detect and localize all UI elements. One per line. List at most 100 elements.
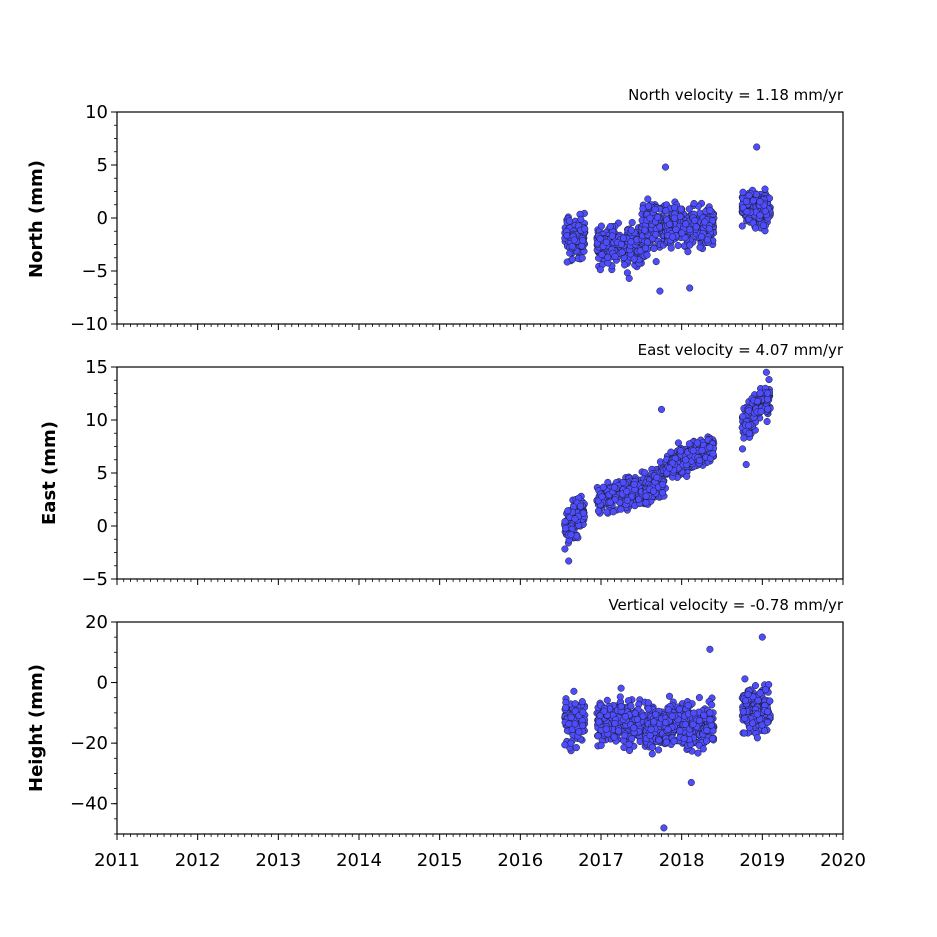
north-title: North velocity = 1.18 mm/yr	[628, 86, 844, 104]
east-data-point	[565, 557, 573, 565]
east-data-point	[603, 508, 611, 516]
height-data-point	[625, 746, 634, 755]
east-data-point	[698, 446, 706, 455]
north-data-point	[753, 143, 761, 151]
north-data-point	[654, 213, 662, 221]
height-data-point	[644, 705, 653, 713]
north-data-point	[581, 225, 589, 233]
east-data-point	[659, 480, 667, 488]
north-data-point	[644, 195, 652, 203]
north-data-point	[652, 258, 660, 266]
north-panel: North velocity = 1.18 mm/yr North (mm) −…	[26, 86, 844, 335]
height-data-point	[706, 709, 714, 717]
north-ytick-label: −10	[70, 314, 108, 335]
height-ytick-label: 0	[97, 673, 108, 694]
height-data-point	[647, 725, 655, 733]
height-data-point	[630, 724, 638, 732]
height-data-point	[703, 737, 711, 745]
north-data-point	[651, 205, 659, 214]
north-data-point	[642, 244, 650, 252]
height-data-point	[668, 712, 676, 720]
east-panel: East velocity = 4.07 mm/yr East (mm) −5 0…	[39, 341, 844, 590]
east-data-point	[571, 515, 579, 523]
north-ytick-label: 0	[97, 208, 108, 229]
east-data-point	[683, 472, 691, 480]
north-data-point	[643, 251, 651, 259]
height-data-point	[610, 733, 618, 741]
north-data-point	[696, 243, 704, 251]
east-ytick-label: −5	[81, 569, 108, 590]
north-data-point	[701, 218, 709, 226]
height-data-point	[662, 738, 670, 746]
height-data-point	[764, 708, 772, 716]
xtick-label: 2017	[578, 850, 624, 871]
north-data-point	[618, 248, 626, 256]
north-data-point	[598, 250, 606, 259]
east-data-point	[757, 407, 765, 416]
north-data-point	[665, 220, 673, 228]
height-data-point	[567, 713, 575, 721]
xtick-label: 2014	[336, 850, 382, 871]
north-data-point	[667, 244, 675, 252]
north-axes-frame	[116, 111, 844, 325]
height-data-point	[571, 720, 579, 728]
north-ytick-label: 10	[85, 102, 108, 123]
east-data-point	[642, 499, 650, 507]
north-data-point	[761, 207, 769, 215]
north-data-point	[686, 226, 694, 234]
height-data-point	[567, 739, 575, 747]
height-data-point	[575, 728, 583, 736]
height-data-point	[617, 684, 625, 692]
height-data-point	[739, 708, 747, 716]
north-data-point	[682, 220, 690, 228]
north-data-point	[597, 222, 605, 230]
north-data-point	[691, 216, 699, 225]
height-data-point	[695, 717, 703, 725]
north-data-point	[621, 261, 629, 269]
height-data-point	[614, 727, 623, 735]
north-data-point	[743, 208, 751, 216]
east-data-point	[765, 376, 773, 384]
north-data-point	[685, 205, 693, 213]
east-xticks	[116, 579, 844, 585]
height-data-point	[600, 707, 608, 715]
height-points	[561, 633, 774, 832]
east-data-point	[606, 498, 614, 506]
east-data-point	[653, 473, 661, 482]
height-data-point	[689, 720, 697, 728]
height-data-point	[644, 699, 652, 707]
north-data-point	[619, 234, 628, 242]
height-data-point	[695, 694, 703, 702]
east-ytick-label: 0	[97, 516, 108, 537]
north-data-point	[578, 254, 586, 262]
east-data-point	[635, 495, 643, 503]
height-data-point	[664, 725, 672, 734]
height-data-point	[648, 750, 656, 758]
north-data-point	[579, 236, 587, 244]
height-axes-frame	[116, 621, 844, 835]
height-data-point	[617, 702, 625, 711]
height-data-point	[611, 719, 619, 728]
east-data-point	[630, 480, 638, 488]
height-data-point	[561, 741, 569, 749]
north-data-point	[630, 255, 638, 263]
north-data-point	[661, 163, 670, 171]
north-data-point	[565, 217, 573, 225]
height-data-point	[684, 701, 692, 710]
east-data-point	[576, 502, 584, 510]
east-data-point	[564, 507, 572, 515]
height-data-point	[740, 729, 748, 737]
height-data-point	[764, 718, 772, 726]
north-data-point	[563, 231, 571, 240]
east-data-point	[562, 524, 570, 532]
height-data-point	[708, 701, 716, 709]
height-data-point	[753, 710, 761, 718]
height-ytick-label: 20	[85, 612, 108, 633]
height-data-point	[646, 731, 654, 740]
east-data-point	[764, 405, 772, 413]
height-data-point	[562, 704, 570, 712]
north-data-point	[644, 202, 653, 210]
east-data-point	[567, 531, 575, 539]
east-data-point	[659, 489, 667, 497]
height-data-point	[680, 735, 688, 743]
